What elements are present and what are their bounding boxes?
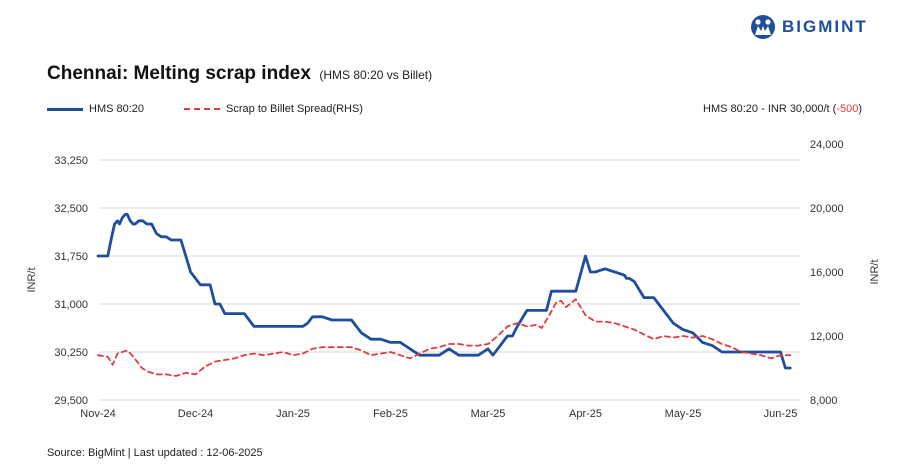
y2-tick-label: 24,000 [810, 139, 844, 151]
x-tick-label: Apr-25 [569, 408, 602, 420]
x-tick-label: Mar-25 [471, 408, 506, 420]
legend-swatch-solid [47, 107, 83, 111]
bigmint-logo-icon [751, 15, 775, 39]
chart-title: Chennai: Melting scrap index [47, 63, 311, 84]
chart-legend: HMS 80:20 Scrap to Billet Spread(RHS) [47, 103, 403, 115]
x-tick-label: May-25 [665, 408, 702, 420]
hms-series-line [96, 212, 792, 370]
y-tick-label: 32,500 [54, 203, 88, 215]
x-tick-label: Jun-25 [764, 408, 798, 420]
y-tick-label: 31,750 [54, 251, 88, 263]
x-tick-label: Jan-25 [276, 408, 310, 420]
y2-tick-label: 12,000 [810, 331, 844, 343]
y-tick-label: 30,250 [54, 347, 88, 359]
brand-name: BIGMINT [782, 17, 868, 36]
y2-tick-label: 20,000 [810, 203, 844, 215]
y2-axis-title: INR/t [869, 259, 881, 284]
legend-item-spread: Scrap to Billet Spread(RHS) [184, 103, 363, 115]
y-tick-label: 29,500 [54, 395, 88, 407]
legend-swatch-dashed [184, 108, 221, 110]
x-tick-label: Feb-25 [373, 408, 408, 420]
source-footnote: Source: BigMint | Last updated : 12-06-2… [47, 447, 263, 459]
y-tick-label: 31,000 [54, 299, 88, 311]
y-tick-label: 33,250 [54, 155, 88, 167]
y2-tick-label: 8,000 [810, 395, 838, 407]
x-tick-label: Nov-24 [80, 408, 115, 420]
price-note-close: ) [858, 103, 862, 115]
price-change-value: -500 [836, 103, 859, 115]
spread-series-line [97, 298, 792, 377]
legend-label-hms: HMS 80:20 [89, 103, 145, 115]
y-axis-title: INR/t [26, 267, 38, 292]
chart-title-block: Chennai: Melting scrap index (HMS 80:20 … [47, 63, 432, 85]
legend-label-spread: Scrap to Billet Spread(RHS) [226, 103, 363, 115]
chart-subtitle: (HMS 80:20 vs Billet) [319, 68, 433, 82]
price-note-text: HMS 80:20 - INR 30,000/t ( [703, 103, 837, 115]
x-tick-label: Dec-24 [178, 408, 213, 420]
legend-item-hms: HMS 80:20 [47, 103, 144, 115]
y2-tick-label: 16,000 [810, 267, 844, 279]
brand-logo: BIGMINT [750, 14, 868, 40]
price-note: HMS 80:20 - INR 30,000/t (-500) [703, 103, 862, 115]
